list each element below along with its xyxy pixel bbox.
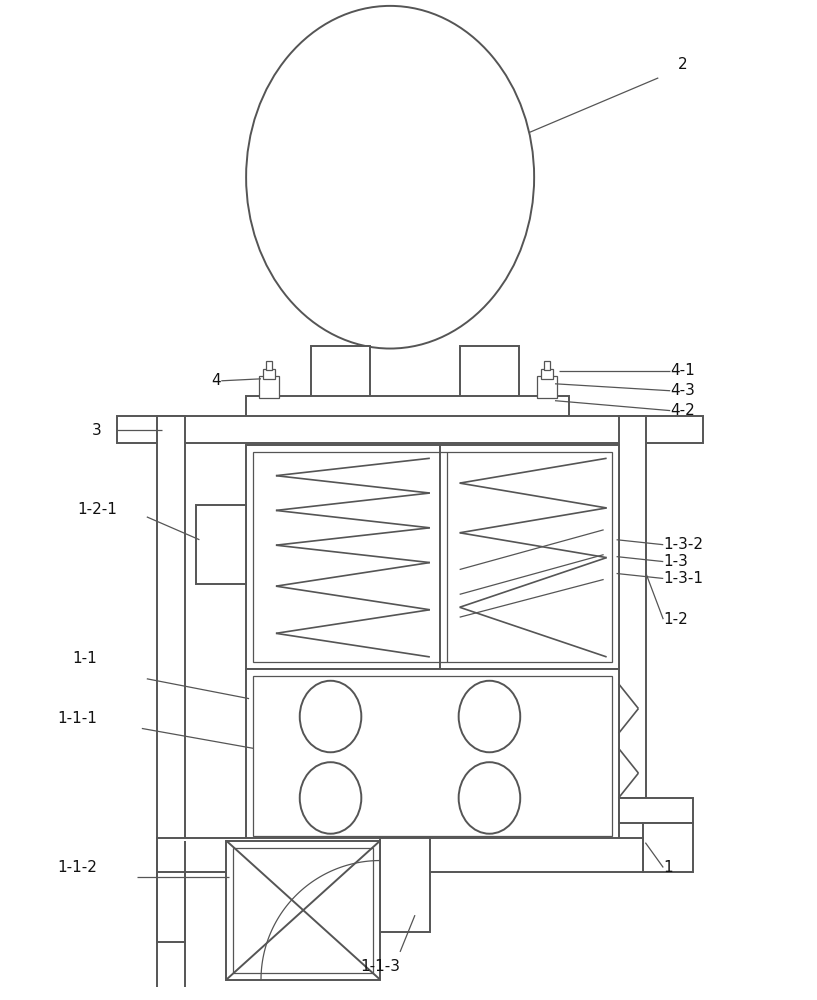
Text: 1-1-1: 1-1-1 xyxy=(57,711,97,726)
Bar xyxy=(157,838,644,872)
Ellipse shape xyxy=(300,762,361,834)
Bar xyxy=(541,369,553,379)
Text: 1-3-2: 1-3-2 xyxy=(663,537,703,552)
Text: 1-1-2: 1-1-2 xyxy=(57,860,97,875)
Bar xyxy=(246,396,569,418)
Bar xyxy=(460,346,520,401)
Bar xyxy=(644,823,693,872)
Bar xyxy=(266,361,272,370)
Text: 4-1: 4-1 xyxy=(670,363,695,378)
Text: 1: 1 xyxy=(663,860,673,875)
Bar xyxy=(618,416,646,798)
Bar xyxy=(226,841,380,980)
Bar xyxy=(117,416,703,443)
Bar xyxy=(246,445,618,669)
Bar xyxy=(253,676,612,836)
Bar xyxy=(544,361,550,370)
Text: 1-1-3: 1-1-3 xyxy=(360,959,400,974)
Bar xyxy=(196,505,246,584)
Bar xyxy=(259,376,279,398)
Text: 1-3-1: 1-3-1 xyxy=(663,571,703,586)
Bar xyxy=(233,848,373,973)
Text: 4: 4 xyxy=(212,373,221,388)
Bar xyxy=(246,669,618,843)
Bar xyxy=(618,798,693,823)
Text: 4-3: 4-3 xyxy=(670,383,695,398)
Text: 1-3: 1-3 xyxy=(663,554,688,569)
Bar xyxy=(253,452,612,662)
Text: 1-2: 1-2 xyxy=(663,612,688,627)
Bar xyxy=(537,376,557,398)
Bar xyxy=(157,416,185,942)
Text: 1-2-1: 1-2-1 xyxy=(78,502,117,517)
Bar xyxy=(263,369,275,379)
Ellipse shape xyxy=(458,762,520,834)
Text: 1-1: 1-1 xyxy=(72,651,97,666)
Text: 4-2: 4-2 xyxy=(670,403,695,418)
Ellipse shape xyxy=(246,6,534,349)
Bar xyxy=(310,346,370,401)
Bar xyxy=(380,838,430,932)
Ellipse shape xyxy=(458,681,520,752)
Text: 2: 2 xyxy=(678,57,688,72)
Ellipse shape xyxy=(300,681,361,752)
Text: 3: 3 xyxy=(92,423,102,438)
